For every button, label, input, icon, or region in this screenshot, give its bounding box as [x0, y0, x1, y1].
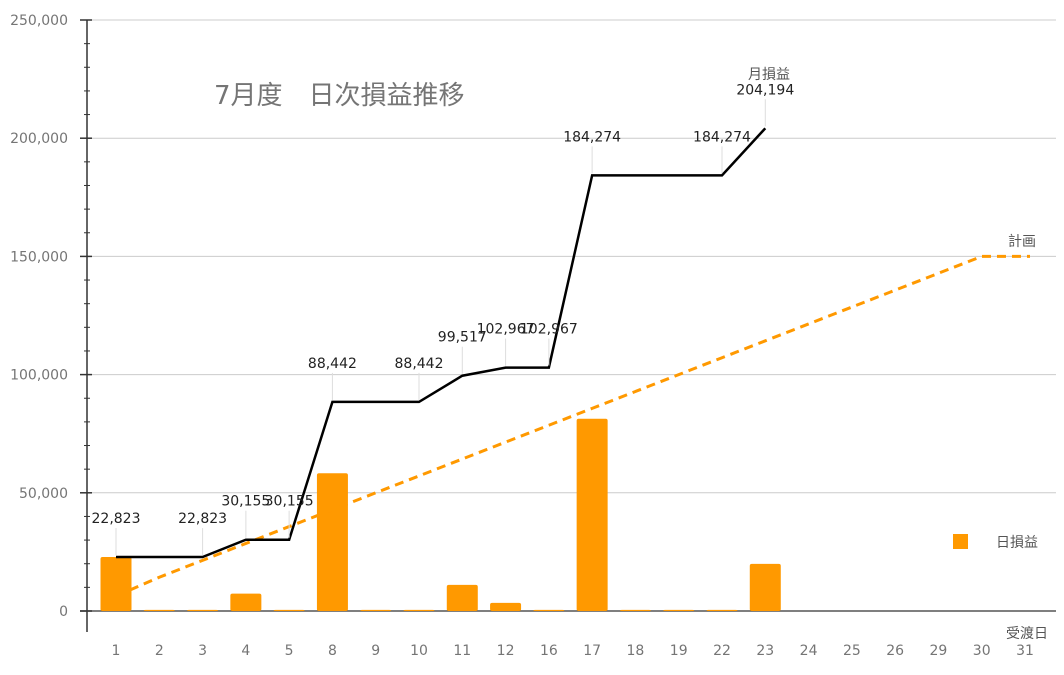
x-tick-label: 11 [453, 643, 471, 659]
data-label: 204,194 [736, 82, 794, 98]
data-label: 102,967 [520, 322, 578, 338]
x-tick-label: 18 [627, 643, 645, 659]
x-tick-label: 4 [241, 643, 250, 659]
cumulative-line-series [116, 127, 767, 559]
data-label: 184,274 [693, 129, 751, 145]
bar-daily [619, 609, 651, 611]
chart-title: 7月度 日次損益推移 [214, 81, 465, 111]
y-tick-label: 200,000 [10, 131, 68, 147]
x-tick-label: 5 [285, 643, 294, 659]
bar-daily [533, 609, 565, 611]
y-tick-label: 250,000 [10, 13, 68, 29]
data-label: 88,442 [395, 356, 444, 372]
data-label: 22,823 [178, 511, 227, 527]
x-tick-label: 17 [583, 643, 601, 659]
bar-daily [360, 609, 392, 611]
data-label: 30,155 [265, 494, 314, 510]
legend-label-daily: 日損益 [996, 535, 1038, 551]
x-tick-label: 16 [540, 643, 558, 659]
x-axis-label: 受渡日 [1006, 626, 1048, 642]
data-label: 102,967 [477, 322, 535, 338]
x-tick-label: 1 [112, 643, 121, 659]
plan-line-series [129, 254, 1030, 592]
y-tick-label: 100,000 [10, 368, 68, 384]
bar-daily [273, 609, 305, 611]
bar-daily [576, 418, 608, 611]
bar-daily [749, 563, 781, 611]
bar-daily [446, 584, 478, 611]
data-label: 88,442 [308, 356, 357, 372]
legend: 日損益 [953, 534, 1038, 551]
x-tick-label: 26 [886, 643, 904, 659]
x-tick-label: 30 [973, 643, 991, 659]
y-tick-label: 50,000 [19, 486, 68, 502]
x-tick-label: 10 [410, 643, 428, 659]
bar-daily [403, 609, 435, 611]
data-label: 184,274 [563, 129, 621, 145]
bar-daily [100, 557, 132, 611]
x-tick-label: 19 [670, 643, 688, 659]
bar-daily [143, 609, 175, 611]
x-tick-label: 3 [198, 643, 207, 659]
x-tick-label: 8 [328, 643, 337, 659]
x-tick-label: 25 [843, 643, 861, 659]
bar-daily [706, 609, 738, 611]
x-tick-label: 2 [155, 643, 164, 659]
y-tick-label: 0 [59, 604, 68, 620]
y-tick-labels: 0 50,000 100,000 150,000 200,000 250,000 [10, 13, 68, 620]
x-tick-labels: 1 2 3 4 5 8 9 10 11 12 16 17 18 19 22 23 24 25 26 29 30 31 [112, 643, 1034, 659]
x-tick-label: 12 [497, 643, 515, 659]
x-tick-label: 29 [930, 643, 948, 659]
plan-series-name: 計画 [1008, 234, 1036, 250]
x-tick-label: 24 [800, 643, 818, 659]
bar-daily [316, 473, 348, 611]
x-tick-label: 22 [713, 643, 731, 659]
y-tick-label: 150,000 [10, 249, 68, 265]
x-tick-label: 31 [1016, 643, 1034, 659]
cumulative-series-name: 月損益 [748, 67, 790, 83]
bar-daily [230, 593, 262, 611]
bar-daily [663, 609, 695, 611]
legend-swatch-daily [953, 534, 968, 549]
x-tick-label: 9 [371, 643, 380, 659]
cumulative-line [116, 127, 767, 559]
data-label: 30,155 [221, 494, 270, 510]
data-label: 99,517 [438, 330, 487, 346]
x-tick-label: 23 [756, 643, 774, 659]
bar-daily [187, 609, 219, 611]
data-label: 22,823 [92, 511, 141, 527]
bar-daily [490, 602, 522, 611]
plan-line [129, 254, 1030, 592]
